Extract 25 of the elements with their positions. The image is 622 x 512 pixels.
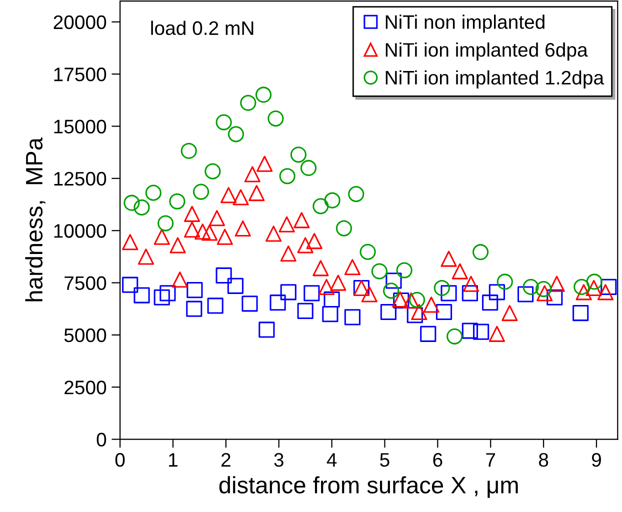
x-tick-label: 0 (115, 453, 125, 467)
x-tick-label: 8 (538, 453, 548, 467)
x-tick-label: 9 (592, 453, 601, 467)
x-tick-label: 5 (380, 453, 390, 467)
y-tick-label: 7500 (64, 276, 106, 290)
y-tick-label: 5000 (64, 328, 106, 342)
x-tick-label: 3 (274, 453, 284, 467)
y-tick-label: 20000 (54, 15, 106, 30)
x-tick-label: 6 (433, 453, 442, 467)
x-tick-label: 1 (169, 453, 178, 467)
y-tick-label: 15000 (54, 120, 106, 134)
legend-label: NiTi non implanted (386, 14, 544, 33)
legend-label: NiTi ion implanted 1.2dpa (386, 70, 604, 88)
x-tick-label: 7 (486, 453, 496, 467)
annotation: load 0.2 mN (151, 20, 254, 36)
y-tick-label: 17500 (54, 68, 106, 82)
legend-label: NiTi ion implanted 6dpa (386, 42, 588, 61)
x-axis-title: distance from surface X , μm (219, 476, 518, 498)
x-tick-label: 2 (221, 453, 230, 467)
y-tick-label: 2500 (64, 380, 106, 394)
y-axis-title: hardness, MPa (25, 137, 46, 302)
y-tick-label: 12500 (54, 172, 106, 186)
y-tick-label: 10000 (54, 224, 106, 238)
x-tick-label: 4 (326, 453, 337, 467)
y-tick-label: 0 (96, 432, 106, 447)
